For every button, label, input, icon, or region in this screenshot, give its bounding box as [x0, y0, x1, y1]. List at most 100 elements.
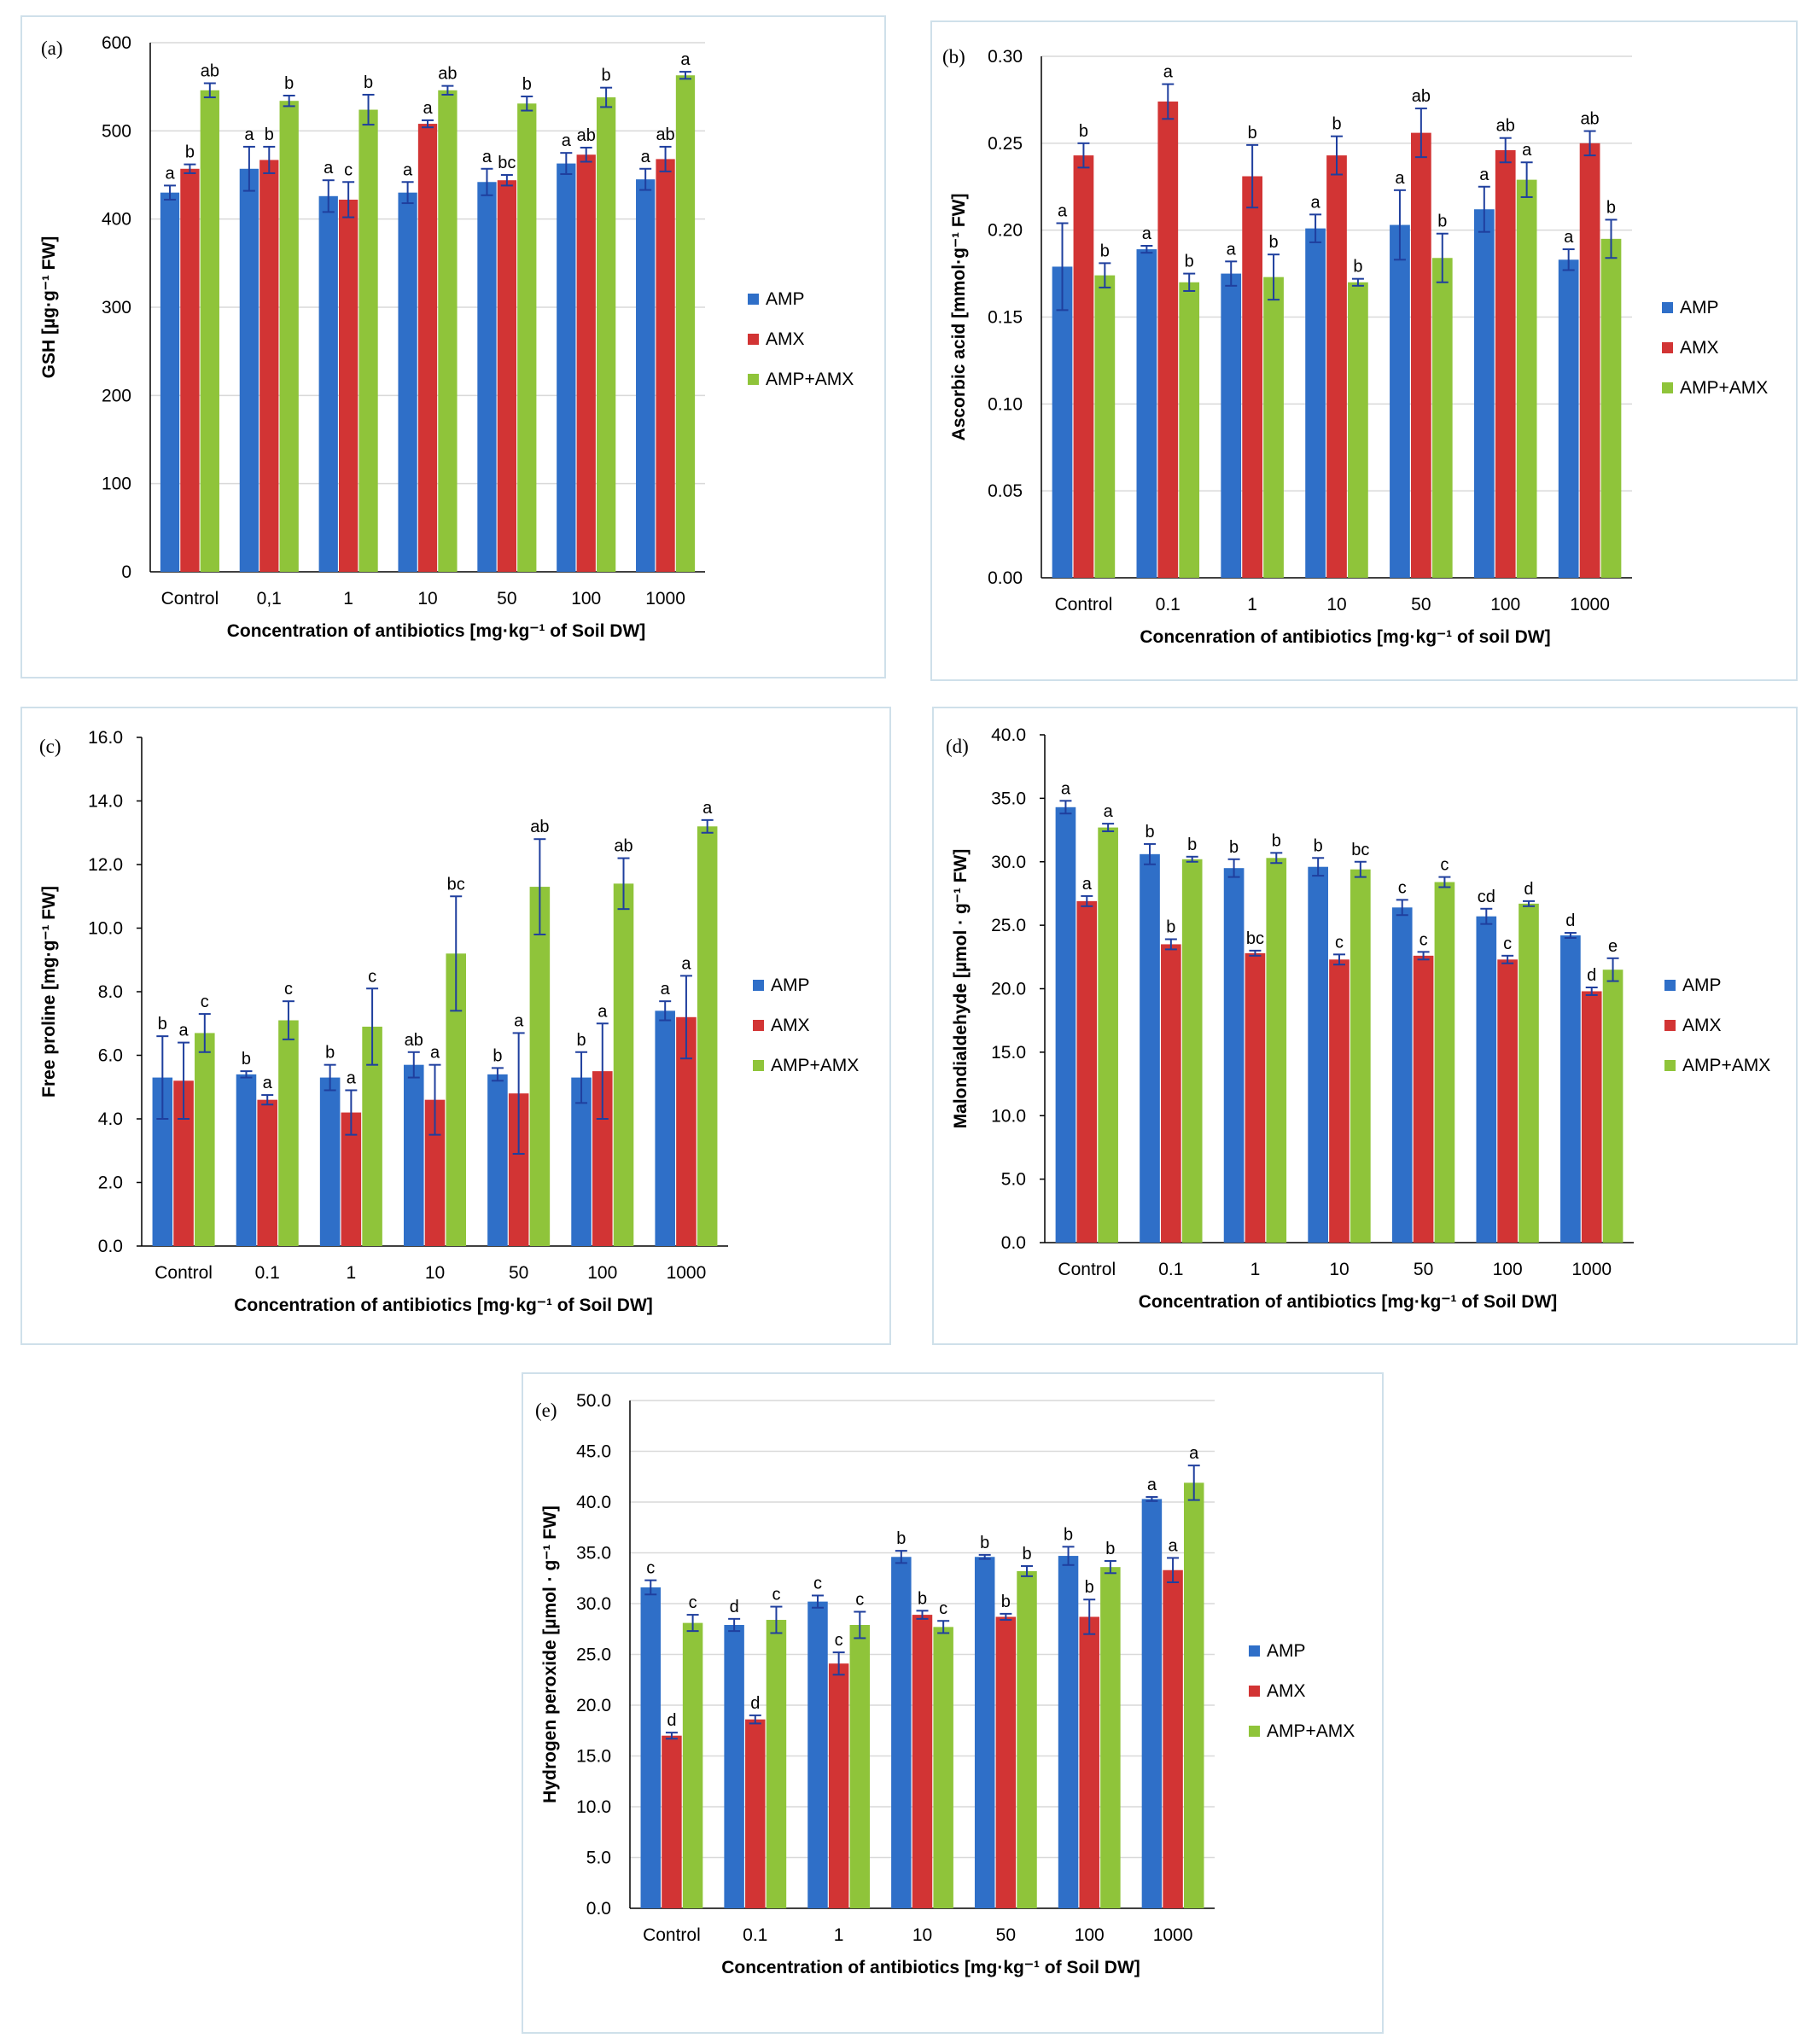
significance-letter: d [1565, 911, 1575, 930]
x-tick-label: 1000 [1570, 595, 1610, 614]
significance-letter: bc [1351, 841, 1369, 859]
bar-amp-amx-3 [446, 953, 467, 1246]
bar-amx-3 [1326, 155, 1347, 578]
y-tick-label: 45.0 [576, 1442, 611, 1462]
y-tick-label: 4.0 [98, 1109, 123, 1129]
y-tick-label: 0.10 [988, 394, 1023, 414]
significance-letter: b [576, 1031, 586, 1050]
x-tick-label: 0.1 [743, 1925, 767, 1945]
y-tick-label: 40.0 [576, 1493, 611, 1512]
significance-letter: b [1105, 1540, 1115, 1558]
significance-letter: ab [656, 125, 674, 144]
legend-label: AMP+AMX [766, 370, 854, 389]
bar-amp-amx-5 [1519, 903, 1539, 1243]
bar-amp-amx-6 [1183, 1482, 1204, 1908]
significance-letter: a [1479, 166, 1489, 184]
legend-label: AMP [771, 975, 810, 995]
legend-swatch [753, 980, 764, 991]
bar-amp-amx-3 [1348, 282, 1368, 578]
bar-amp-3 [1308, 866, 1328, 1243]
bar-amx-1 [1161, 944, 1181, 1243]
bar-amx-4 [1413, 955, 1434, 1243]
bar-amp-amx-2 [362, 1026, 382, 1246]
bar-amp-1 [236, 1074, 257, 1246]
x-tick-label: Control [1058, 1260, 1116, 1279]
bar-amp-amx-5 [1100, 1567, 1121, 1908]
significance-letter: a [1061, 779, 1071, 798]
bar-amx-0 [1076, 900, 1098, 1243]
significance-letter: c [855, 1591, 864, 1610]
significance-letter: bc [447, 875, 465, 894]
bar-amx-6 [656, 159, 675, 572]
bar-amx-6 [1163, 1569, 1183, 1908]
bar-amp-4 [974, 1557, 995, 1908]
chart-panel-b: 0.00 0.05 0.10 0.15 0.20 0.25 0.30 a b b Control a a… [930, 20, 1798, 681]
x-tick-label: 1 [343, 589, 353, 609]
significance-letter: b [493, 1046, 502, 1065]
significance-letter: a [1147, 1476, 1157, 1494]
legend-label: AMX [766, 329, 805, 349]
bar-amp-amx-0 [1098, 827, 1118, 1243]
significance-letter: e [1608, 937, 1618, 956]
significance-letter: a [680, 50, 691, 69]
bar-amx-0 [173, 1080, 194, 1246]
bar-amx-0 [1073, 155, 1094, 578]
bar-amx-6 [1579, 143, 1600, 579]
significance-letter: b [1001, 1593, 1011, 1611]
x-tick-label: 50 [996, 1925, 1016, 1945]
significance-letter: a [681, 954, 691, 973]
chart-panel-d: 0.0 5.0 10.0 15.0 20.0 25.0 30.0 35.0 40.0 a a a Con… [932, 707, 1798, 1345]
y-tick-label: 40.0 [991, 725, 1026, 745]
bar-amp-amx-1 [278, 1020, 299, 1246]
significance-letter: a [702, 799, 713, 818]
significance-letter: a [1189, 1444, 1199, 1463]
significance-letter: b [918, 1589, 927, 1608]
bar-amx-2 [1242, 176, 1263, 578]
bar-amp-amx-1 [1179, 282, 1200, 578]
bar-amp-1 [724, 1624, 744, 1908]
significance-letter: b [265, 125, 274, 144]
legend-swatch [1249, 1726, 1260, 1737]
legend-label: AMP+AMX [1680, 378, 1768, 398]
legend-swatch [1664, 1020, 1676, 1031]
significance-letter: a [165, 164, 175, 183]
panel-label: (c) [39, 736, 61, 757]
x-tick-label: 10 [425, 1263, 445, 1283]
x-tick-label: 0.1 [255, 1263, 280, 1283]
significance-letter: c [835, 1631, 843, 1650]
bar-amp-5 [571, 1077, 592, 1246]
legend-label: AMP [1267, 1641, 1306, 1661]
significance-letter: ab [1412, 87, 1431, 106]
bar-amp-0 [1052, 266, 1073, 578]
bar-amx-3 [1329, 959, 1350, 1243]
x-tick-label: 100 [1493, 1260, 1523, 1279]
bar-amp-amx-0 [1094, 275, 1116, 578]
significance-letter: a [244, 125, 254, 144]
x-tick-label: 50 [497, 589, 516, 609]
bar-amx-3 [417, 124, 438, 573]
significance-letter: c [772, 1586, 780, 1604]
bar-amp-amx-2 [359, 109, 378, 572]
y-tick-label: 200 [102, 386, 131, 405]
significance-letter: b [1064, 1525, 1073, 1544]
significance-letter: c [368, 967, 376, 986]
chart-panel-c: 0.0 2.0 4.0 6.0 8.0 10.0 12.0 14.0 16.0 b a c Contro… [20, 707, 891, 1345]
significance-letter: d [1524, 880, 1533, 899]
panel-label: (b) [942, 46, 965, 67]
significance-letter: b [1268, 233, 1278, 252]
significance-letter: b [602, 67, 611, 85]
x-tick-label: 1 [1247, 595, 1257, 614]
y-tick-label: 16.0 [88, 728, 123, 748]
significance-letter: c [1440, 856, 1449, 875]
significance-letter: ab [405, 1031, 423, 1050]
bar-amx-0 [662, 1735, 682, 1908]
significance-letter: d [1587, 966, 1596, 985]
y-tick-label: 10.0 [991, 1106, 1026, 1126]
legend-swatch [1662, 382, 1673, 393]
y-tick-label: 20.0 [991, 980, 1026, 999]
significance-letter: b [1248, 124, 1257, 143]
bar-amp-2 [319, 1077, 341, 1246]
panel-label: (a) [41, 38, 63, 59]
bar-amx-1 [257, 1099, 277, 1246]
x-tick-label: 1000 [1153, 1925, 1193, 1945]
